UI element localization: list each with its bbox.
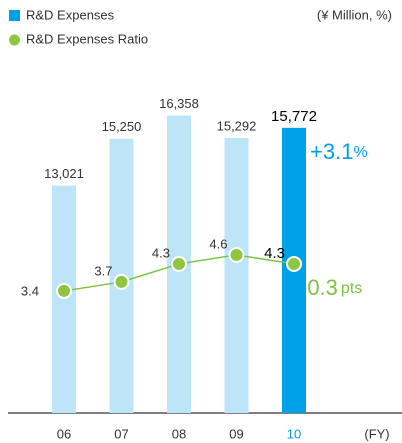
line-value-label: 3.7 bbox=[94, 263, 112, 278]
bar-value-label: 15,292 bbox=[217, 118, 257, 133]
x-tick-label: 06 bbox=[57, 426, 71, 441]
x-tick-label: 09 bbox=[229, 426, 243, 441]
annotation-value: +3.1 bbox=[310, 139, 353, 164]
annotation: +3.1% bbox=[310, 139, 368, 164]
bar-value-label: 15,772 bbox=[271, 108, 317, 125]
annotation-value: -0.3 bbox=[300, 275, 338, 300]
legend-label: R&D Expenses Ratio bbox=[26, 31, 148, 46]
line-value-label: 3.4 bbox=[21, 283, 39, 298]
annotation-unit: pts bbox=[341, 280, 362, 297]
marker bbox=[171, 255, 187, 272]
bar-value-label: 16,358 bbox=[159, 96, 199, 111]
x-axis-label: (FY) bbox=[364, 426, 389, 441]
annotation: -0.3 pts bbox=[300, 275, 362, 300]
x-tick-label: 08 bbox=[172, 426, 186, 441]
line-value-label: 4.3 bbox=[264, 245, 285, 262]
line-value-label: 4.6 bbox=[209, 236, 227, 251]
marker bbox=[228, 246, 245, 263]
unit-note: (¥ Million, %) bbox=[317, 7, 392, 22]
bar-value-label: 15,250 bbox=[102, 119, 142, 134]
bar-value-label: 13,021 bbox=[44, 166, 84, 181]
legend-swatch bbox=[9, 34, 20, 46]
x-tick-label: 07 bbox=[114, 426, 128, 441]
bar bbox=[52, 185, 76, 413]
annotation-unit: % bbox=[353, 144, 367, 161]
bar bbox=[224, 137, 249, 413]
legend-label: R&D Expenses bbox=[26, 7, 115, 22]
marker bbox=[56, 282, 72, 299]
legend-swatch bbox=[9, 10, 20, 21]
marker bbox=[286, 255, 302, 272]
line-value-label: 4.3 bbox=[152, 245, 170, 260]
marker bbox=[113, 273, 130, 290]
x-tick-label: 10 bbox=[287, 426, 301, 441]
